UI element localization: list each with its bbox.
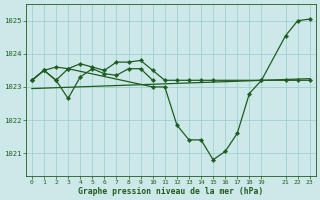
X-axis label: Graphe pression niveau de la mer (hPa): Graphe pression niveau de la mer (hPa) (78, 187, 263, 196)
